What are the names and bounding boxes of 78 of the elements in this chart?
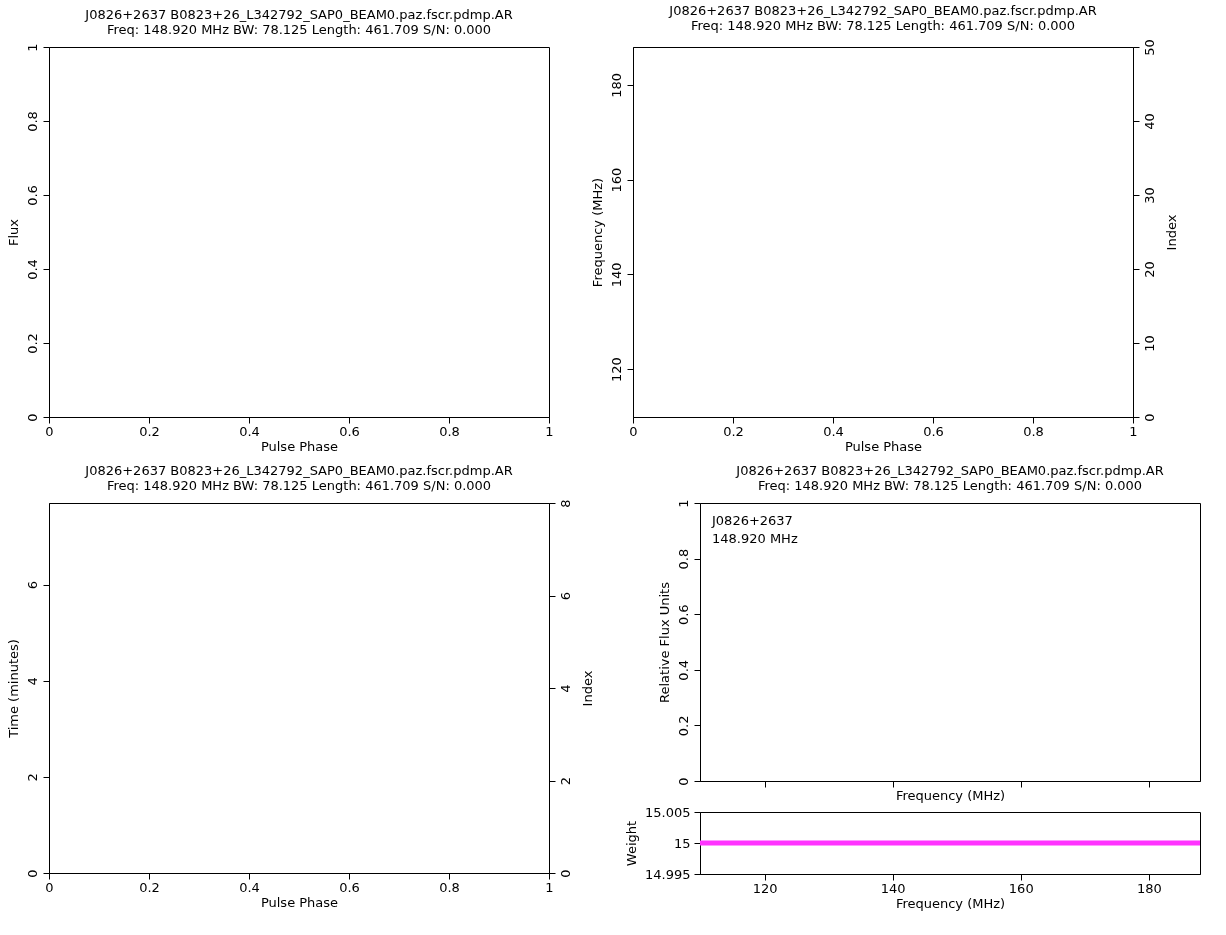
y-tick-label: 15 [673,835,691,851]
y-tick-label: 0 [675,777,691,786]
y-tick-label: 0.2 [24,333,40,354]
x-tick-label: 0.6 [339,879,360,895]
x-tick-label: 140 [880,880,906,896]
y-axis-title: Flux [5,218,21,247]
x-axis-title: Frequency (MHz) [895,895,1006,911]
y-tick-label: 0.6 [675,604,691,626]
x-axis-title: Pulse Phase [844,438,923,454]
x-axis-title: Pulse Phase [260,438,339,454]
y-axis-title: Relative Flux Units [656,581,672,703]
y-tick-label: 15.005 [645,804,691,820]
chart-title: J0826+2637 B0823+26_L342792_SAP0_BEAM0.paz.fscr.pdmp.AR [84,462,513,478]
x-axis-title: Pulse Phase [260,894,339,910]
x-tick-label: 0.6 [339,423,360,439]
y2-axis-title: Index [1163,214,1179,251]
y2-tick-label: 0 [557,869,573,878]
x-tick-label: 0.2 [723,423,744,439]
x-tick-label: 0 [45,879,54,895]
annotation: J0826+2637 [711,513,793,528]
y2-tick-label: 8 [557,499,573,508]
x-tick-label: 0.2 [139,423,160,439]
y-tick-label: 4 [24,677,40,686]
x-tick-label: 120 [752,880,778,896]
x-tick-label: 180 [1136,880,1162,896]
y-axis-title: Weight [624,820,640,867]
chart-subtitle: Freq: 148.920 MHz BW: 78.125 Length: 461.709 S/N: 0.000 [106,477,492,493]
chart-title: J0826+2637 B0823+26_L342792_SAP0_BEAM0.paz.fscr.pdmp.AR [84,6,513,22]
y-tick-label: 1 [675,499,691,508]
y-tick-label: 0.6 [24,185,40,206]
y-axis-title: Time (minutes) [5,639,21,739]
y-tick-label: 1 [24,43,40,52]
y2-tick-label: 6 [557,591,573,601]
y-tick-label: 2 [24,773,40,782]
chart-subtitle: Freq: 148.920 MHz BW: 78.125 Length: 461.709 S/N: 0.000 [106,21,492,37]
y2-tick-label: 10 [1141,335,1157,352]
y-tick-label: 14.995 [645,866,691,882]
annotation: 148.920 MHz [712,531,798,546]
y-tick-label: 0 [24,413,40,422]
y2-tick-label: 2 [557,776,573,786]
y-tick-label: 180 [608,72,624,98]
chart-title: J0826+2637 B0823+26_L342792_SAP0_BEAM0.paz.fscr.pdmp.AR [735,462,1164,478]
x-tick-label: 0.2 [139,879,160,895]
y-tick-label: 140 [608,262,624,288]
x-tick-label: 0.6 [923,423,944,439]
x-tick-label: 0.4 [239,423,260,439]
y2-axis-title: Index [579,670,595,707]
y-tick-label: 0.8 [24,111,40,132]
x-tick-label: 0 [45,423,54,439]
x-tick-label: 0.8 [439,423,460,439]
y-tick-label: 120 [608,357,624,383]
y2-tick-label: 0 [1141,413,1157,422]
x-tick-label: 0.8 [439,879,460,895]
x-tick-label: 0.8 [1023,423,1044,439]
y-tick-label: 6 [24,581,40,590]
y2-tick-label: 4 [557,684,573,693]
y-tick-label: 0.4 [24,259,40,280]
x-axis-title: Frequency (MHz) [895,788,1006,803]
y2-tick-label: 20 [1141,261,1157,278]
x-tick-label: 0.4 [239,879,260,895]
chart-subtitle: Freq: 148.920 MHz BW: 78.125 Length: 461.709 S/N: 0.000 [690,17,1076,33]
y-tick-label: 0.2 [675,715,691,737]
y-tick-label: 0.4 [675,659,691,681]
chart-subtitle: Freq: 148.920 MHz BW: 78.125 Length: 461.709 S/N: 0.000 [757,477,1143,493]
x-tick-label: 1 [1129,423,1138,439]
chart-title: J0826+2637 B0823+26_L342792_SAP0_BEAM0.paz.fscr.pdmp.AR [668,2,1097,18]
x-tick-label: 160 [1008,880,1034,896]
y-tick-label: 0 [24,869,40,878]
y2-tick-label: 50 [1141,39,1157,56]
y2-tick-label: 30 [1141,187,1157,204]
y-tick-label: 160 [608,167,624,193]
y-tick-label: 0.8 [675,548,691,570]
x-tick-label: 1 [545,879,554,895]
x-tick-label: 1 [545,423,554,439]
x-tick-label: 0 [629,423,638,439]
y2-tick-label: 40 [1141,113,1157,130]
y-axis-title: Frequency (MHz) [589,177,605,288]
x-tick-label: 0.4 [823,423,844,439]
